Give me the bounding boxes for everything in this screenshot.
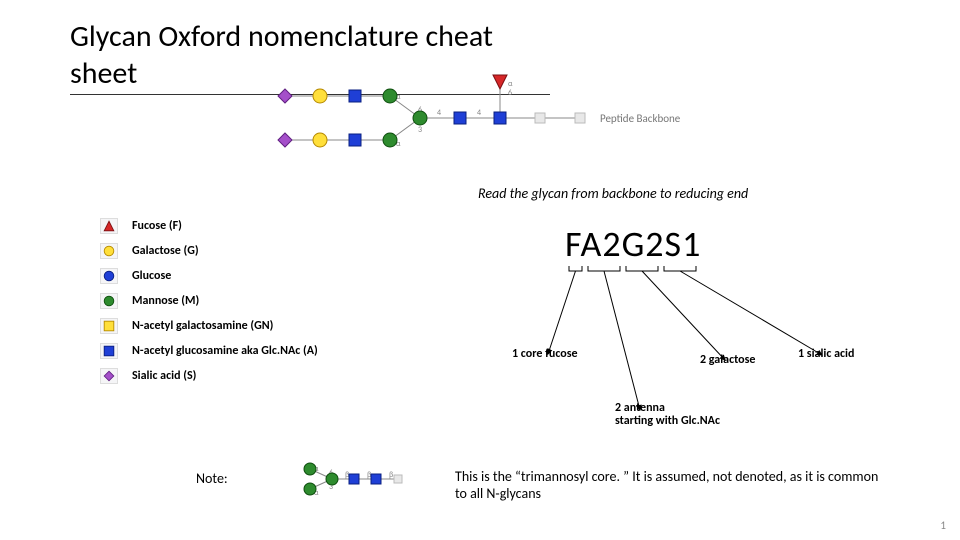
anno-two-antenna-l1: 2 antenna <box>615 401 665 415</box>
anno-two-galactose: 2 galactose <box>700 354 755 367</box>
peptide-backbone-label: Peptide Backbone <box>600 112 680 125</box>
diamond-icon <box>100 368 118 384</box>
glycan-structure: αα6344α6 <box>0 0 960 170</box>
instruction-text: Read the glycan from backbone to reducin… <box>478 185 748 202</box>
circle-icon <box>100 268 118 284</box>
circle-icon <box>100 243 118 259</box>
legend-row: Mannose (M) <box>100 293 318 309</box>
legend-label: N-acetyl galactosamine (GN) <box>132 319 273 333</box>
legend-label: Sialic acid (S) <box>132 369 196 383</box>
anno-two-antenna-l2: starting with Glc.NAc <box>615 414 720 428</box>
svg-text:β: β <box>389 470 393 480</box>
square-icon <box>100 318 118 334</box>
triangle-icon <box>100 218 118 234</box>
legend-row: Fucose (F) <box>100 218 318 234</box>
anno-core-fucose: 1 core fucose <box>512 348 578 361</box>
legend-label: N-acetyl glucosamine aka Glc.NAc (A) <box>132 344 318 358</box>
legend-row: Glucose <box>100 268 318 284</box>
square-icon <box>100 343 118 359</box>
footer-text: This is the “trimannosyl core. ” It is a… <box>455 468 885 502</box>
legend-row: Galactose (G) <box>100 243 318 259</box>
svg-text:4: 4 <box>477 108 481 118</box>
core-structure: αα63βββ <box>280 448 480 508</box>
anno-two-antenna: 2 antenna starting with Glc.NAc <box>615 402 720 428</box>
glycan-code: FA2G2S1 <box>565 222 701 266</box>
svg-text:6: 6 <box>508 88 512 98</box>
note-label: Note: <box>196 470 228 487</box>
anno-one-sialic: 1 sialic acid <box>798 348 854 361</box>
legend: Fucose (F) Galactose (G) Glucose Mannose (M… <box>100 218 318 393</box>
page-number: 1 <box>940 519 946 532</box>
legend-label: Fucose (F) <box>132 219 182 233</box>
svg-text:4: 4 <box>437 108 441 118</box>
circle-icon <box>100 293 118 309</box>
legend-row: Sialic acid (S) <box>100 368 318 384</box>
legend-label: Mannose (M) <box>132 294 199 308</box>
legend-row: N-acetyl glucosamine aka Glc.NAc (A) <box>100 343 318 359</box>
legend-label: Galactose (G) <box>132 244 199 258</box>
legend-row: N-acetyl galactosamine (GN) <box>100 318 318 334</box>
legend-label: Glucose <box>132 269 171 283</box>
svg-text:3: 3 <box>418 125 422 135</box>
